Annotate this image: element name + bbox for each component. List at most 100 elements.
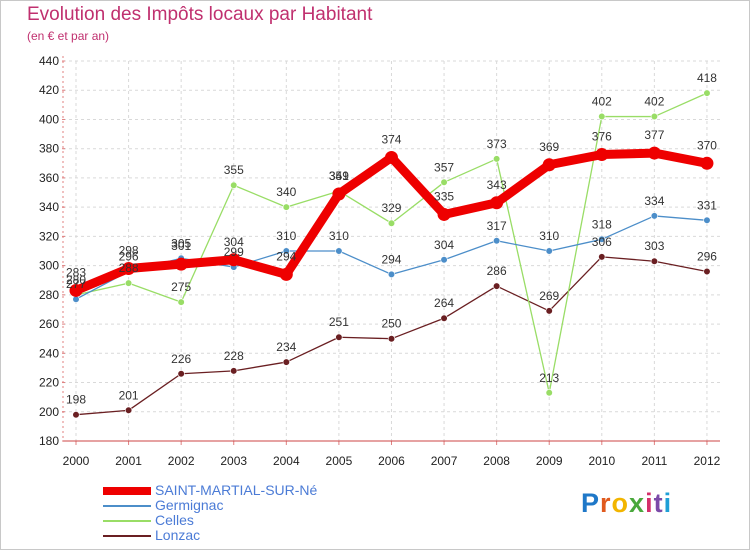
data-label-lonzac: 198 xyxy=(66,393,86,407)
data-point-lonzac xyxy=(72,411,80,419)
legend-label-lonzac: Lonzac xyxy=(155,527,201,543)
data-point-lonzac xyxy=(545,307,553,315)
data-label-saint-martial-sur-n: 376 xyxy=(592,130,612,144)
y-tick-label: 260 xyxy=(39,317,59,331)
data-point-lonzac xyxy=(335,333,343,341)
data-label-lonzac: 264 xyxy=(434,296,454,310)
x-tick-label: 2007 xyxy=(431,454,458,468)
data-point-germignac xyxy=(282,247,290,255)
data-label-germignac: 294 xyxy=(381,252,401,266)
y-tick-label: 240 xyxy=(39,346,59,360)
x-tick-label: 2009 xyxy=(536,454,563,468)
data-label-celles: 288 xyxy=(119,261,139,275)
data-point-saint-martial-sur-n xyxy=(332,187,346,201)
data-label-saint-martial-sur-n: 335 xyxy=(434,189,454,203)
data-point-germignac xyxy=(387,270,396,278)
data-label-saint-martial-sur-n: 283 xyxy=(66,265,86,279)
logo-letter: o xyxy=(611,488,630,518)
data-label-celles: 275 xyxy=(171,280,191,294)
logo-letter: P xyxy=(581,488,601,518)
data-label-celles: 373 xyxy=(487,137,507,151)
data-point-saint-martial-sur-n xyxy=(542,158,556,172)
data-label-saint-martial-sur-n: 349 xyxy=(329,169,349,183)
data-label-lonzac: 201 xyxy=(119,388,139,402)
data-label-celles: 402 xyxy=(592,95,612,109)
data-label-germignac: 296 xyxy=(119,249,139,263)
data-point-celles xyxy=(703,89,711,97)
data-label-lonzac: 269 xyxy=(539,289,559,303)
data-point-celles xyxy=(493,155,501,163)
data-point-germignac xyxy=(598,235,606,243)
x-tick-label: 2003 xyxy=(220,454,247,468)
data-label-lonzac: 251 xyxy=(329,315,349,329)
data-label-lonzac: 306 xyxy=(592,235,612,249)
y-tick-label: 400 xyxy=(39,112,59,126)
data-label-celles: 329 xyxy=(381,201,401,215)
y-tick-label: 300 xyxy=(39,259,59,273)
data-point-saint-martial-sur-n xyxy=(174,257,188,271)
data-label-germignac: 304 xyxy=(434,238,454,252)
data-label-celles: 213 xyxy=(539,371,559,385)
data-point-celles xyxy=(124,279,133,287)
data-label-germignac: 318 xyxy=(592,217,612,231)
logo-letter: i xyxy=(645,488,654,518)
data-point-lonzac xyxy=(124,406,133,414)
data-label-germignac: 310 xyxy=(539,229,559,243)
data-label-lonzac: 226 xyxy=(171,352,191,366)
data-point-celles xyxy=(230,181,238,189)
data-point-saint-martial-sur-n xyxy=(227,253,241,267)
legend-label-celles: Celles xyxy=(155,512,194,528)
data-point-saint-martial-sur-n xyxy=(647,146,661,160)
data-point-germignac xyxy=(650,212,658,220)
grid-lines xyxy=(63,60,720,442)
data-label-saint-martial-sur-n: 304 xyxy=(224,235,244,249)
data-point-celles xyxy=(650,112,658,121)
legend-label-saint-martial: SAINT-MARTIAL-SUR-Né xyxy=(155,482,318,498)
y-tick-label: 320 xyxy=(39,229,59,243)
legend-swatch-germignac xyxy=(103,505,151,507)
data-point-lonzac xyxy=(703,267,711,276)
data-label-saint-martial-sur-n: 374 xyxy=(381,132,401,146)
data-label-celles: 351 xyxy=(329,169,349,183)
chart-subtitle: (en € et par an) xyxy=(27,29,110,43)
data-point-saint-martial-sur-n xyxy=(122,262,136,276)
y-tick-label: 180 xyxy=(39,434,59,448)
data-point-lonzac xyxy=(440,314,448,322)
data-label-lonzac: 296 xyxy=(697,249,717,263)
x-tick-label: 2001 xyxy=(115,454,142,468)
proxiti-logo: Proxiti xyxy=(581,488,672,519)
data-label-celles: 340 xyxy=(276,185,296,199)
x-tick-label: 2012 xyxy=(694,454,721,468)
data-point-celles xyxy=(177,298,185,306)
data-label-saint-martial-sur-n: 294 xyxy=(276,249,296,263)
x-tick-label: 2010 xyxy=(588,454,615,468)
data-point-lonzac xyxy=(177,370,185,378)
logo-letter: x xyxy=(629,488,646,518)
y-tick-label: 440 xyxy=(39,54,59,68)
data-label-saint-martial-sur-n: 377 xyxy=(644,128,664,142)
data-label-germignac: 277 xyxy=(66,277,86,291)
data-label-saint-martial-sur-n: 370 xyxy=(697,138,717,152)
data-point-celles xyxy=(598,112,606,121)
data-point-lonzac xyxy=(387,335,396,343)
data-point-germignac xyxy=(335,247,343,255)
x-tick-label: 2004 xyxy=(273,454,300,468)
data-label-germignac: 317 xyxy=(487,219,507,233)
x-tick-label: 2002 xyxy=(168,454,195,468)
y-tick-label: 420 xyxy=(39,83,59,97)
data-label-lonzac: 250 xyxy=(381,317,401,331)
legend-swatch-saint-martial xyxy=(103,487,151,495)
data-label-celles: 418 xyxy=(697,71,717,85)
data-label-germignac: 305 xyxy=(171,236,191,250)
x-tick-label: 2006 xyxy=(378,454,405,468)
y-tick-label: 360 xyxy=(39,171,59,185)
data-point-saint-martial-sur-n xyxy=(490,196,504,210)
data-label-saint-martial-sur-n: 369 xyxy=(539,140,559,154)
data-point-saint-martial-sur-n xyxy=(595,148,609,162)
data-label-celles: 402 xyxy=(644,95,664,109)
y-tick-label: 380 xyxy=(39,142,59,156)
data-point-lonzac xyxy=(230,367,238,375)
y-tick-label: 200 xyxy=(39,405,59,419)
